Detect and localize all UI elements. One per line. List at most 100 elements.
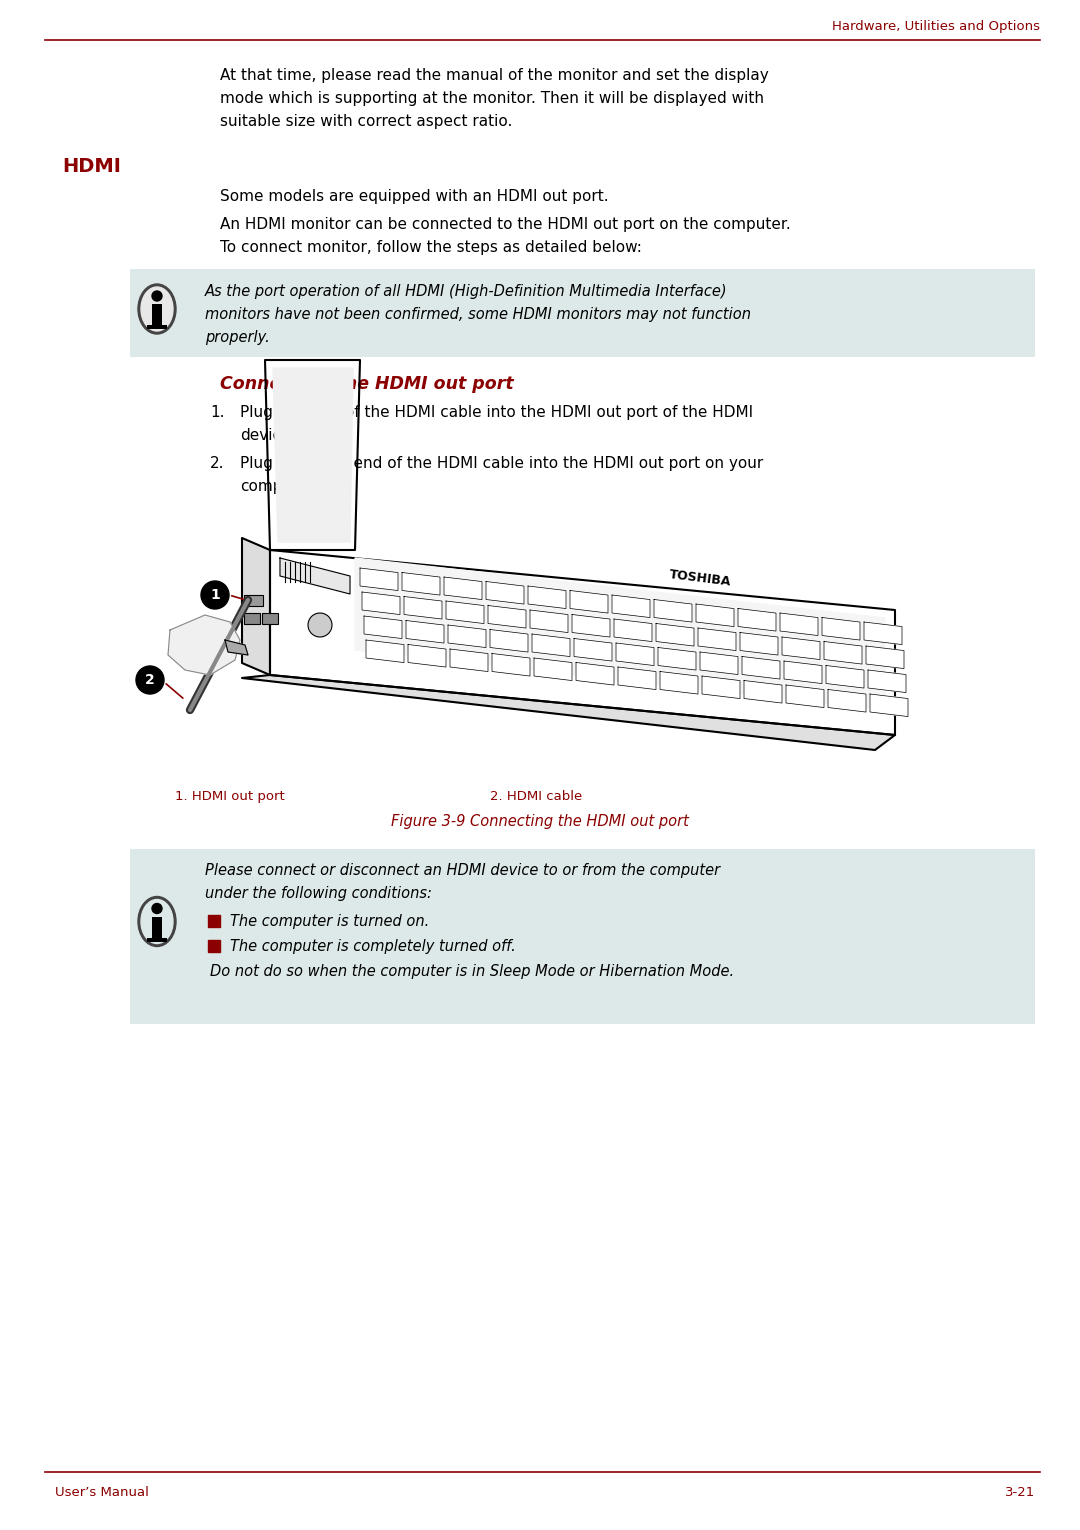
FancyBboxPatch shape <box>130 269 1035 356</box>
Polygon shape <box>450 649 488 672</box>
Polygon shape <box>826 666 864 688</box>
Polygon shape <box>366 640 404 662</box>
Ellipse shape <box>141 900 173 944</box>
Text: suitable size with correct aspect ratio.: suitable size with correct aspect ratio. <box>220 115 512 129</box>
Text: TOSHIBA: TOSHIBA <box>669 568 731 588</box>
Polygon shape <box>448 624 486 647</box>
Polygon shape <box>572 615 610 636</box>
Polygon shape <box>824 641 862 664</box>
FancyBboxPatch shape <box>147 324 167 329</box>
FancyBboxPatch shape <box>208 939 220 952</box>
Polygon shape <box>696 604 734 627</box>
Polygon shape <box>866 646 904 669</box>
Polygon shape <box>618 667 656 690</box>
Polygon shape <box>738 609 777 630</box>
Polygon shape <box>698 627 735 650</box>
Polygon shape <box>528 586 566 609</box>
Text: Please connect or disconnect an HDMI device to or from the computer: Please connect or disconnect an HDMI dev… <box>205 863 720 878</box>
Polygon shape <box>360 568 399 591</box>
Text: An HDMI monitor can be connected to the HDMI out port on the computer.: An HDMI monitor can be connected to the … <box>220 217 791 233</box>
Text: Connecting the HDMI out port: Connecting the HDMI out port <box>220 375 514 393</box>
Text: The computer is turned on.: The computer is turned on. <box>230 913 429 929</box>
Polygon shape <box>742 656 780 679</box>
Text: HDMI: HDMI <box>62 158 121 176</box>
Text: As the port operation of all HDMI (High-Definition Multimedia Interface): As the port operation of all HDMI (High-… <box>205 285 728 298</box>
Polygon shape <box>404 597 442 620</box>
Polygon shape <box>828 690 866 711</box>
Text: Plug the other end of the HDMI cable into the HDMI out port on your: Plug the other end of the HDMI cable int… <box>240 456 764 471</box>
Polygon shape <box>168 615 240 675</box>
Polygon shape <box>273 369 353 542</box>
Polygon shape <box>744 681 782 704</box>
Text: To connect monitor, follow the steps as detailed below:: To connect monitor, follow the steps as … <box>220 240 642 256</box>
Polygon shape <box>700 652 738 675</box>
Text: computer.: computer. <box>240 479 318 494</box>
Ellipse shape <box>138 897 176 947</box>
Polygon shape <box>492 653 530 676</box>
Polygon shape <box>615 620 652 641</box>
Polygon shape <box>616 643 654 666</box>
Circle shape <box>308 614 332 636</box>
Polygon shape <box>740 632 778 655</box>
Polygon shape <box>532 633 570 656</box>
Text: Some models are equipped with an HDMI out port.: Some models are equipped with an HDMI ou… <box>220 190 609 203</box>
Polygon shape <box>280 558 350 594</box>
Polygon shape <box>490 629 528 652</box>
Polygon shape <box>660 672 698 695</box>
Polygon shape <box>355 558 885 710</box>
Text: Plug one end of the HDMI cable into the HDMI out port of the HDMI: Plug one end of the HDMI cable into the … <box>240 405 753 421</box>
FancyBboxPatch shape <box>261 612 278 624</box>
Text: The computer is completely turned off.: The computer is completely turned off. <box>230 939 516 955</box>
Text: 1. HDMI out port: 1. HDMI out port <box>175 789 285 803</box>
Polygon shape <box>870 695 908 716</box>
Polygon shape <box>270 549 895 734</box>
Ellipse shape <box>141 288 173 330</box>
Polygon shape <box>573 638 612 661</box>
Polygon shape <box>446 601 484 624</box>
Polygon shape <box>534 658 572 681</box>
Text: 2.: 2. <box>210 456 225 471</box>
Polygon shape <box>225 640 248 655</box>
Polygon shape <box>702 676 740 699</box>
Polygon shape <box>242 539 270 675</box>
Circle shape <box>152 904 162 913</box>
Polygon shape <box>612 595 650 618</box>
Text: properly.: properly. <box>205 330 270 344</box>
Polygon shape <box>364 617 402 638</box>
Text: mode which is supporting at the monitor. Then it will be displayed with: mode which is supporting at the monitor.… <box>220 90 764 106</box>
Text: 2. HDMI cable: 2. HDMI cable <box>490 789 582 803</box>
Polygon shape <box>576 662 615 685</box>
Polygon shape <box>488 606 526 627</box>
Polygon shape <box>784 661 822 684</box>
FancyBboxPatch shape <box>243 595 262 606</box>
Polygon shape <box>406 621 444 643</box>
Circle shape <box>136 666 164 695</box>
Polygon shape <box>822 618 860 640</box>
FancyBboxPatch shape <box>147 938 167 941</box>
Text: 2: 2 <box>145 673 154 687</box>
Polygon shape <box>864 623 902 644</box>
Polygon shape <box>656 624 694 646</box>
Text: device.: device. <box>240 428 295 444</box>
Polygon shape <box>654 600 692 623</box>
Polygon shape <box>530 610 568 632</box>
FancyBboxPatch shape <box>152 304 162 326</box>
Polygon shape <box>780 614 818 635</box>
Circle shape <box>201 581 229 609</box>
Polygon shape <box>786 685 824 707</box>
Text: monitors have not been confirmed, some HDMI monitors may not function: monitors have not been confirmed, some H… <box>205 308 751 321</box>
Polygon shape <box>408 644 446 667</box>
FancyBboxPatch shape <box>208 915 220 927</box>
Polygon shape <box>486 581 524 604</box>
Text: under the following conditions:: under the following conditions: <box>205 886 432 901</box>
Polygon shape <box>658 647 696 670</box>
FancyBboxPatch shape <box>130 849 1035 1024</box>
Ellipse shape <box>138 285 176 334</box>
Text: User’s Manual: User’s Manual <box>55 1486 149 1499</box>
Text: At that time, please read the manual of the monitor and set the display: At that time, please read the manual of … <box>220 67 769 83</box>
Polygon shape <box>402 572 440 595</box>
Text: 3-21: 3-21 <box>1004 1486 1035 1499</box>
FancyBboxPatch shape <box>243 612 259 624</box>
FancyBboxPatch shape <box>152 916 162 938</box>
Polygon shape <box>868 670 906 693</box>
